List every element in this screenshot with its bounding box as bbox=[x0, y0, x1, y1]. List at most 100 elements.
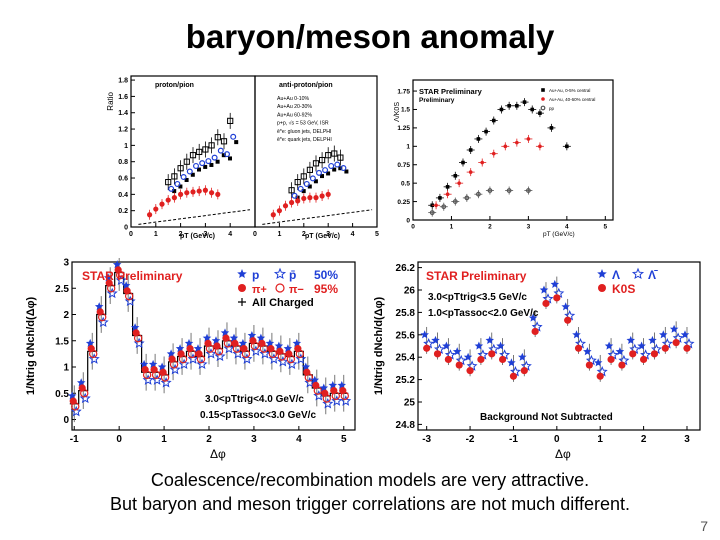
ratio-panel-0-ytick-label: 0 bbox=[124, 224, 128, 231]
lam-xlabel: pT (GeV/c) bbox=[543, 231, 575, 238]
ratio-panel-label: proton/pion bbox=[155, 82, 194, 89]
ppi-point-pbar bbox=[268, 353, 280, 364]
ratio-panel-0-ytick-label: 0.8 bbox=[118, 159, 128, 166]
lk-ytick-label: 26 bbox=[404, 286, 416, 297]
lk-frame bbox=[417, 261, 701, 431]
ratio-point-red bbox=[202, 187, 208, 193]
ppi-point-pbar bbox=[322, 398, 334, 409]
lk-xtick-label: 0 bbox=[554, 434, 560, 445]
lk-point-k0s bbox=[553, 294, 561, 302]
ratio-point-blue bbox=[297, 185, 304, 192]
lam-point-1 bbox=[491, 151, 496, 156]
ratio-panel-0-ytick-label: 1.2 bbox=[118, 127, 128, 134]
lam-point-0 bbox=[468, 148, 473, 152]
ppi-point-p bbox=[256, 333, 266, 342]
ratio-legend-item: Au+Au 60-92% bbox=[277, 112, 312, 118]
lk-xlabel: Δφ bbox=[555, 447, 571, 461]
ppi-point-pbar bbox=[241, 353, 253, 364]
ratio-point-filled bbox=[215, 159, 220, 164]
lk-legend-k0s-marker bbox=[598, 284, 606, 292]
ppi-point-piminus bbox=[277, 352, 287, 361]
lk-point-lambda bbox=[420, 330, 429, 339]
ppi-frame bbox=[71, 261, 356, 431]
lk-point-lambda bbox=[474, 341, 484, 350]
lam-point-0 bbox=[499, 107, 504, 112]
ppi-ytick-label: 0 bbox=[63, 415, 69, 426]
ppi-point-piminus bbox=[313, 386, 323, 395]
ratio-panel-0-xtick-label: 3 bbox=[203, 231, 207, 238]
ppi-point-pbar bbox=[232, 348, 244, 359]
ppi-legend-pbar: p̄ bbox=[289, 268, 296, 282]
ratio-point-red bbox=[196, 188, 202, 194]
ratio-point-blue bbox=[334, 161, 341, 168]
ratio-point-filled bbox=[326, 171, 331, 176]
ratio-point-filled bbox=[197, 167, 201, 172]
ratio-point-red bbox=[301, 195, 307, 202]
ppi-legend-p: p bbox=[252, 268, 259, 282]
ppi-point-piminus bbox=[106, 284, 116, 293]
lk-point-k0s bbox=[629, 350, 637, 358]
ratio-point-black bbox=[331, 150, 338, 157]
ppi-point-pbar bbox=[169, 363, 181, 375]
ppi-point-pbar bbox=[142, 374, 154, 385]
ppi-point-p bbox=[202, 333, 212, 342]
lam-point-0 bbox=[476, 137, 481, 141]
ppi-ytick-label: 1.5 bbox=[55, 336, 69, 347]
ppi-point-p bbox=[184, 338, 194, 347]
lam-point-1 bbox=[457, 181, 461, 185]
ppi-xtick-label: 2 bbox=[206, 434, 212, 445]
lk-point-lambda bbox=[518, 352, 527, 361]
ppi-point-pbar bbox=[259, 348, 271, 359]
lam-ytick-label: 1.25 bbox=[397, 125, 410, 132]
lam-legend-label: Au+Au, 0-5% central bbox=[549, 88, 590, 93]
lk-xtick-label: -2 bbox=[466, 434, 475, 445]
lk-point-lambda bbox=[572, 330, 581, 339]
ppi-point-p bbox=[229, 333, 239, 342]
ratio-legend-item: Au+Au 0-10% bbox=[277, 96, 310, 102]
ratio-point-black bbox=[165, 179, 172, 186]
ratio-point-blue bbox=[340, 165, 347, 172]
lambda-ratio-chart: 0 1 2 3 4 5 0 0.25 0.5 0.75 1 1.25 1.5 1.75 Λ/K0S STAR … bbox=[394, 79, 614, 238]
ratio-point-red bbox=[307, 195, 313, 201]
lam-point-2 bbox=[452, 199, 458, 204]
ppi-ytick-label: 1 bbox=[63, 363, 69, 374]
ratio-panel-0-ytick-label: 1.4 bbox=[118, 110, 128, 117]
ratio-panel-0-xtick-label: 1 bbox=[154, 231, 158, 238]
ppi-point-p bbox=[77, 378, 86, 387]
ppi-point-p bbox=[166, 349, 176, 358]
lam-xtick-label: 0 bbox=[411, 224, 415, 231]
ppi-point-p bbox=[85, 338, 95, 347]
lam-point-1 bbox=[526, 137, 531, 141]
ppi-point-pbar bbox=[277, 356, 289, 367]
ratio-point-red bbox=[159, 201, 165, 207]
lam-point-2 bbox=[487, 188, 493, 193]
ppi-point-pbar bbox=[115, 274, 127, 286]
page-number: 7 bbox=[700, 518, 708, 534]
lk-point-k0s bbox=[618, 361, 626, 369]
ppi-point-p bbox=[337, 380, 346, 389]
ratio-legend-item: ē*e: gluon jets, DELPHI bbox=[277, 129, 332, 135]
lam-point-0 bbox=[453, 173, 458, 178]
lam-xtick-label: 4 bbox=[565, 224, 569, 231]
p-pi-correlation-figure: -1 0 1 2 3 4 5 0 0.5 1 1.5 2 2.5 3 1/Ntrig dNch/d(Δφ) Δ… bbox=[20, 258, 360, 463]
lk-ytick-label: 25.6 bbox=[396, 330, 416, 341]
ppi-point-piminus bbox=[80, 389, 89, 398]
ratio-point-red bbox=[184, 190, 190, 196]
ratio-figure: Ratio 0 1 2 3 4 0 0.2 0.4 0.6 0.8 1 1.2 1.4 1.6 1.8 prot… bbox=[105, 72, 383, 250]
ratio-point-black bbox=[220, 138, 228, 145]
lam-ylabel: Λ/K0S bbox=[394, 102, 401, 122]
ppi-point-p bbox=[247, 331, 257, 340]
ppi-point-pbar bbox=[331, 395, 343, 406]
ratio-point-blue bbox=[303, 180, 310, 187]
ratio-point-black bbox=[337, 154, 344, 161]
ratio-panel-1-xtick-label: 3 bbox=[326, 231, 330, 238]
ratio-point-red bbox=[276, 208, 282, 214]
ppi-point-piminus bbox=[304, 373, 314, 382]
ppi-point-piminus bbox=[241, 349, 251, 359]
ppi-legend-p-pct: 50% bbox=[314, 268, 338, 282]
ratio-panel-0-ytick-label: 1.6 bbox=[118, 94, 128, 101]
ratio-point-red bbox=[178, 191, 184, 197]
ppi-point-piminus bbox=[295, 349, 305, 359]
ppi-point-piminus bbox=[214, 347, 224, 356]
ratio-delphi-curve bbox=[138, 209, 251, 225]
